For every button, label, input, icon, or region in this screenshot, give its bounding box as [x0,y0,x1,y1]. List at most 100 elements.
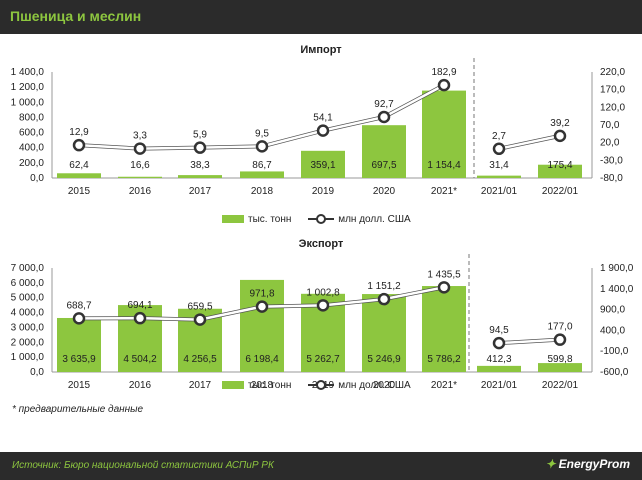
export-right-tick-label: 900,0 [600,305,625,316]
import-line-value-label: 182,9 [431,67,456,78]
import-line-point [437,78,451,92]
import-bar [301,150,345,178]
import-bar-value-label: 697,5 [371,160,396,171]
import-category-label: 2018 [251,186,274,197]
import-bar-value-label: 86,7 [252,160,272,171]
import-category-label: 2022/01 [542,186,579,197]
export-left-tick-label: 7 000,0 [11,263,45,274]
export-bar [57,317,101,372]
export-bar-value-label: 5 246,9 [367,354,401,365]
import-bar-value-label: 38,3 [190,160,210,171]
export-category-label: 2022/01 [542,380,579,391]
export-line-value-label: 659,5 [187,302,212,313]
import-bar-value-label: 1 154,4 [427,160,461,171]
import-bar [538,164,582,178]
export-left-tick-label: 1 000,0 [11,352,45,363]
import-category-label: 2020 [373,186,396,197]
export-bar [362,294,406,372]
export-bar-value-label: 4 504,2 [123,354,157,365]
import-line-point [553,129,567,143]
export-line-point [133,311,147,325]
import-right-tick-label: 120,0 [600,102,625,113]
export-line-value-label: 1 435,5 [427,269,461,280]
source-text: Источник: Бюро национальной статистики А… [12,460,274,471]
import-line-value-label: 12,9 [69,127,89,138]
legend-bar-label: тыс. тонн [248,214,292,225]
export-bar-value-label: 4 256,5 [183,354,217,365]
import-bar-value-label: 359,1 [310,160,335,171]
import-bar-value-label: 175,4 [547,160,572,171]
export-bar-value-label: 412,3 [486,354,511,365]
import-value-line-monthly [498,134,561,151]
import-right-tick-label: 70,0 [600,120,620,131]
legend-line-swatch [308,380,335,391]
import-line-point [255,140,269,153]
legend-bar-swatch [222,215,244,224]
export-right-tick-label: -600,0 [600,367,629,378]
export-line-point [316,299,330,312]
export-line-value-label: 971,8 [249,289,274,300]
export-category-label: 2018 [251,380,274,391]
import-line-point [377,110,391,124]
import-left-tick-label: 0,0 [30,173,44,184]
import-line-point [72,138,86,152]
export-category-label: 2020 [373,380,396,391]
export-category-label: 2017 [189,380,212,391]
import-bar [240,171,284,178]
import-line-value-label: 5,9 [193,130,207,141]
export-line-value-label: 94,5 [489,325,509,336]
export-left-tick-label: 6 000,0 [11,278,45,289]
import-bar [477,175,521,178]
energyprom-logo: ✦ EnergyProm [546,457,630,471]
export-left-tick-label: 2 000,0 [11,337,45,348]
export-line-point [193,313,207,326]
import-bar [57,173,101,178]
logo-text: EnergyProm [558,457,630,471]
import-line-value-label: 3,3 [133,131,147,142]
legend-line-swatch [308,214,335,225]
import-right-tick-label: 170,0 [600,85,625,96]
legend-line-label: млн долл. США [338,214,411,225]
import-line-point [193,141,207,154]
export-line-point [553,333,567,346]
import-left-tick-label: 1 200,0 [11,82,45,93]
export-line-point [255,300,269,313]
export-category-label: 2021* [431,380,457,391]
export-left-tick-label: 0,0 [30,367,44,378]
import-legend: тыс. тонн млн долл. США [222,214,411,225]
export-left-tick-label: 4 000,0 [11,308,45,319]
import-right-tick-label: -80,0 [600,173,623,184]
export-line-value-label: 177,0 [547,322,572,333]
export-chart-title: Экспорт [298,238,344,250]
import-line-value-label: 2,7 [492,131,506,142]
export-right-tick-label: 1 900,0 [600,263,634,274]
import-right-tick-label: -30,0 [600,155,623,166]
export-bar-value-label: 3 635,9 [62,354,96,365]
import-line-point [492,142,506,156]
export-line-value-label: 1 002,8 [306,287,340,298]
header-bar: Пшеница и меслин [0,0,642,34]
import-line-value-label: 54,1 [313,113,333,124]
export-left-tick-label: 5 000,0 [11,293,45,304]
import-left-tick-label: 1 000,0 [11,97,45,108]
import-right-tick-label: 20,0 [600,138,620,149]
export-line-value-label: 694,1 [127,300,152,311]
import-left-tick-label: 600,0 [19,128,44,139]
import-category-label: 2021* [431,186,457,197]
export-line-point [72,312,86,325]
export-category-label: 2021/01 [481,380,518,391]
import-category-label: 2019 [312,186,335,197]
export-bar [538,363,582,372]
export-bar-value-label: 5 262,7 [306,354,340,365]
import-bar [362,125,406,178]
export-line-point [377,292,391,306]
export-bar-value-label: 6 198,4 [245,354,279,365]
export-bar [477,365,521,372]
export-line-value-label: 1 151,2 [367,281,401,292]
legend-bar-swatch [222,381,244,390]
legend-bar-label: тыс. тонн [248,380,292,391]
export-legend: тыс. тонн млн долл. США [222,380,411,391]
import-bar-value-label: 31,4 [489,160,509,171]
import-bar-value-label: 62,4 [69,160,89,171]
